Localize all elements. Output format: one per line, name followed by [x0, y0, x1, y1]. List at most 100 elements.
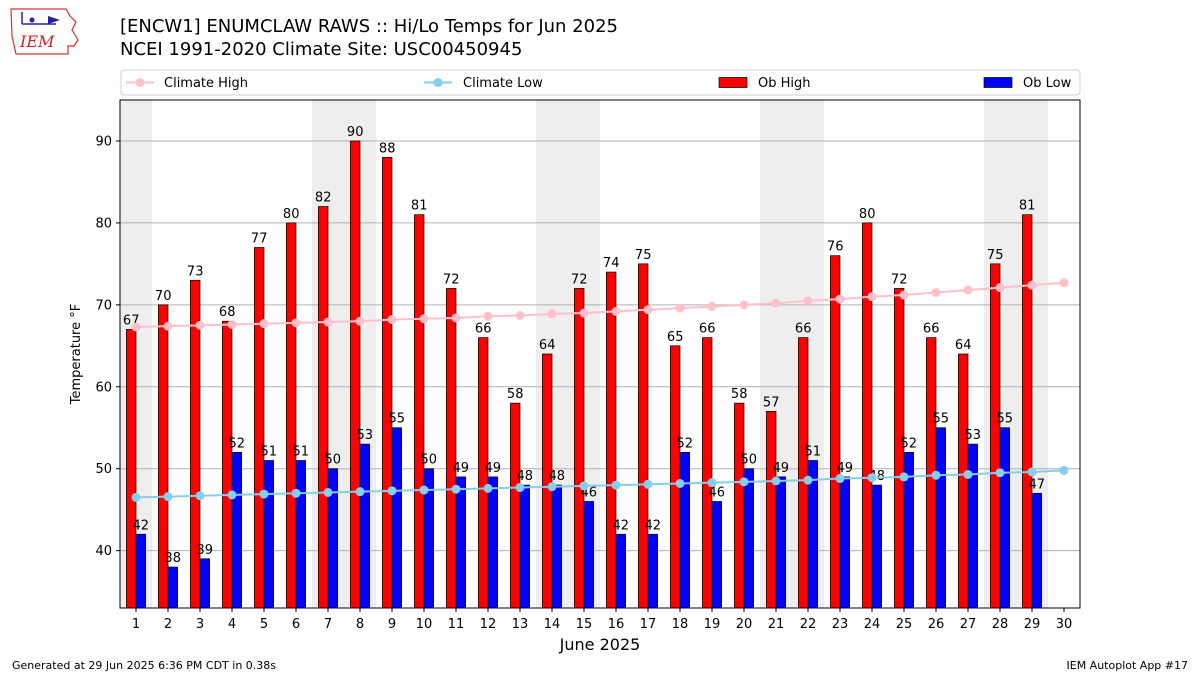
x-tick-label: 10 [416, 617, 433, 632]
climate-high-point [483, 311, 493, 321]
ob-high-data-label: 70 [155, 289, 172, 304]
ob-low-bar [199, 558, 210, 609]
ob-low-bar [519, 484, 530, 609]
generated-timestamp: Generated at 29 Jun 2025 6:36 PM CDT in … [12, 659, 277, 672]
y-tick-label: 80 [95, 216, 112, 231]
ob-low-data-label: 42 [133, 518, 150, 533]
climate-high-point [899, 290, 909, 300]
climate-low-point [387, 486, 397, 496]
ob-low-bar [743, 468, 754, 609]
ob-low-data-label: 46 [709, 485, 726, 500]
ob-low-bar [711, 501, 722, 609]
climate-low-point [1027, 467, 1037, 477]
x-tick-label: 8 [356, 617, 364, 632]
ob-high-bar [350, 140, 361, 609]
climate-low-point [899, 472, 909, 482]
climate-high-point [195, 320, 205, 330]
ob-high-bar [446, 288, 457, 609]
ob-low-bar [935, 427, 946, 609]
x-tick-label: 30 [1056, 617, 1073, 632]
ob-low-bar [263, 460, 274, 609]
ob-high-data-label: 66 [699, 322, 716, 337]
ob-low-data-label: 42 [645, 518, 662, 533]
ob-low-data-label: 49 [453, 461, 470, 476]
ob-high-bar [414, 214, 425, 609]
legend-ob-low-swatch [983, 77, 1013, 88]
ob-high-data-label: 66 [475, 322, 492, 337]
ob-high-bar [862, 222, 873, 609]
ob-low-data-label: 42 [613, 518, 630, 533]
climate-low-point [643, 479, 653, 489]
climate-low-point [675, 478, 685, 488]
x-tick-label: 15 [576, 617, 593, 632]
ob-low-data-label: 51 [261, 445, 278, 460]
legend-climate-high-marker [135, 78, 145, 87]
ob-high-bar [606, 271, 617, 609]
ob-high-data-label: 58 [507, 387, 524, 402]
climate-high-point [323, 317, 333, 327]
x-tick-label: 27 [960, 617, 977, 632]
x-tick-label: 26 [928, 617, 945, 632]
ob-high-data-label: 80 [859, 207, 876, 222]
x-tick-label: 25 [896, 617, 913, 632]
ob-low-data-label: 52 [229, 436, 246, 451]
legend-climate-high-label: Climate High [164, 76, 248, 91]
ob-low-data-label: 38 [165, 551, 182, 566]
plot-area-frame [119, 99, 1081, 609]
ob-high-data-label: 72 [891, 272, 908, 287]
ob-low-data-label: 49 [773, 461, 790, 476]
iem-logo: IEM [8, 6, 82, 60]
x-tick-label: 14 [544, 617, 561, 632]
y-tick-label: 60 [95, 380, 112, 395]
y-tick-label: 40 [95, 544, 112, 559]
climate-low-point [227, 490, 237, 500]
climate-low-point [867, 473, 877, 483]
x-tick-label: 29 [1024, 617, 1041, 632]
ob-low-data-label: 51 [805, 445, 822, 460]
ob-low-bar [967, 443, 978, 609]
climate-low-point [163, 492, 173, 502]
legend-ob-high-label: Ob High [758, 76, 811, 91]
ob-high-bar [830, 255, 841, 609]
ob-low-data-label: 48 [517, 469, 534, 484]
climate-high-point [611, 306, 621, 316]
climate-high-point [451, 313, 461, 323]
climate-high-point [515, 310, 525, 320]
climate-low-point [771, 476, 781, 486]
climate-low-point [547, 482, 557, 492]
x-tick-label: 20 [736, 617, 753, 632]
x-tick-label: 3 [196, 617, 204, 632]
ob-high-data-label: 66 [795, 322, 812, 337]
ob-high-data-label: 76 [827, 240, 844, 255]
climate-high-point [387, 315, 397, 325]
ob-low-bar [167, 566, 178, 609]
climate-high-point [547, 309, 557, 319]
x-tick-label: 23 [832, 617, 849, 632]
ob-high-bar [254, 247, 265, 609]
ob-high-data-label: 81 [1019, 199, 1036, 214]
ob-high-data-label: 72 [443, 272, 460, 287]
climate-high-point [227, 320, 237, 330]
x-axis-label: June 2025 [559, 635, 641, 654]
x-tick-label: 6 [292, 617, 300, 632]
ob-high-bar [1022, 214, 1033, 609]
ob-high-bar [766, 411, 777, 609]
app-credit: IEM Autoplot App #17 [1066, 659, 1189, 672]
climate-low-point [995, 468, 1005, 478]
ob-low-data-label: 48 [549, 469, 566, 484]
climate-low-point [835, 474, 845, 484]
climate-low-point [291, 488, 301, 498]
x-tick-label: 24 [864, 617, 881, 632]
ob-high-bar [126, 329, 137, 609]
climate-high-point [931, 288, 941, 298]
chart-title: [ENCW1] ENUMCLAW RAWS :: Hi/Lo Temps for… [120, 16, 618, 37]
ob-low-data-label: 53 [965, 428, 982, 443]
ob-high-bar [702, 337, 713, 609]
ob-low-data-label: 53 [357, 428, 374, 443]
climate-high-point [739, 300, 749, 310]
climate-low-point [131, 492, 141, 502]
climate-high-point [1027, 280, 1037, 290]
climate-low-point [931, 470, 941, 480]
climate-high-line [135, 281, 1065, 328]
